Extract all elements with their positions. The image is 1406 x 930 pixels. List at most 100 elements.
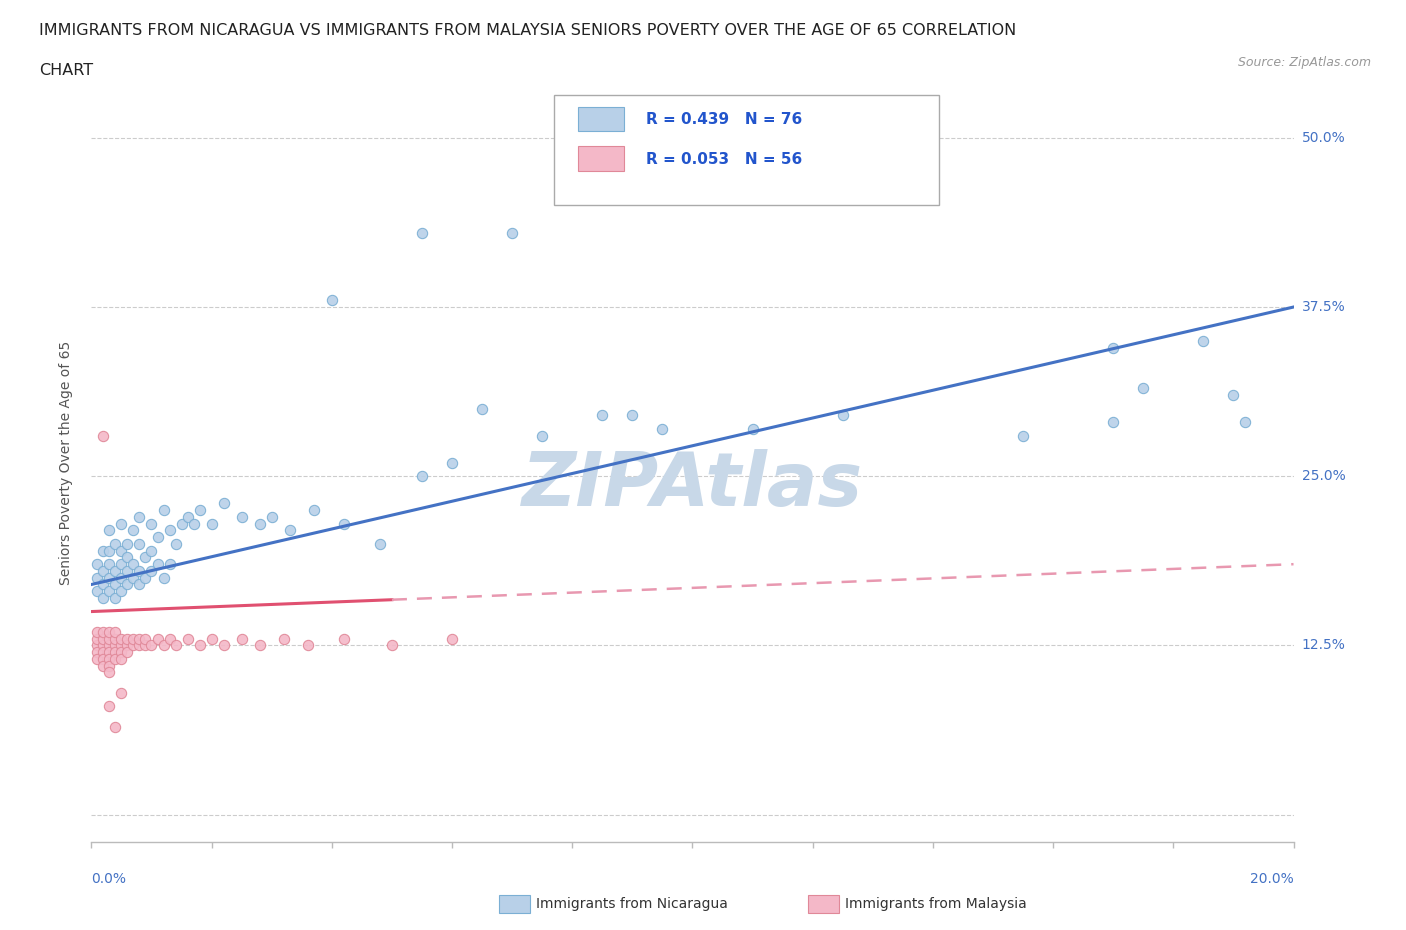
Point (128, 537, 150, 551)
Point (368, 537, 391, 551)
Text: R = 0.053   N = 56: R = 0.053 N = 56 (645, 152, 801, 166)
FancyBboxPatch shape (578, 146, 624, 171)
Point (122, 631, 145, 646)
Point (651, 421, 673, 436)
Point (86, 570, 108, 585)
Point (141, 564, 163, 578)
FancyBboxPatch shape (554, 95, 939, 205)
Point (212, 638, 235, 653)
Point (117, 550, 139, 565)
Point (128, 564, 150, 578)
Point (98, 638, 121, 653)
Point (134, 570, 156, 585)
Point (104, 537, 127, 551)
Y-axis label: Seniors Poverty Over the Age of 65: Seniors Poverty Over the Age of 65 (59, 340, 73, 585)
Point (122, 523, 145, 538)
Point (146, 557, 169, 572)
Point (104, 638, 127, 653)
Text: Immigrants from Nicaragua: Immigrants from Nicaragua (536, 897, 727, 911)
Point (591, 408, 613, 423)
Point (165, 537, 187, 551)
Text: 50.0%: 50.0% (1302, 131, 1346, 145)
Point (86, 557, 108, 572)
Point (333, 631, 356, 646)
Point (146, 530, 169, 545)
Point (134, 638, 156, 653)
Text: 12.5%: 12.5% (1302, 638, 1346, 653)
Point (110, 652, 132, 667)
Point (249, 638, 271, 653)
Point (1132, 380, 1154, 395)
Text: 37.5%: 37.5% (1302, 300, 1346, 314)
Point (122, 570, 145, 585)
Point (98, 557, 121, 572)
Point (98, 644, 121, 659)
Point (117, 644, 139, 659)
Point (165, 638, 187, 653)
Point (411, 225, 433, 240)
Point (93, 652, 115, 667)
Point (141, 543, 163, 558)
Text: R = 0.439   N = 76: R = 0.439 N = 76 (645, 113, 801, 127)
Point (117, 564, 139, 578)
Text: CHART: CHART (39, 63, 93, 78)
Point (176, 510, 198, 525)
FancyBboxPatch shape (808, 895, 839, 913)
Text: 20.0%: 20.0% (1250, 872, 1294, 886)
Point (231, 631, 253, 646)
Point (440, 456, 463, 471)
Point (104, 719, 127, 734)
Point (86, 638, 108, 653)
Point (98, 624, 121, 639)
Point (110, 570, 132, 585)
Point (440, 631, 463, 646)
Point (110, 543, 132, 558)
Point (110, 644, 132, 659)
Point (152, 570, 174, 585)
Point (117, 577, 139, 591)
Point (321, 293, 343, 308)
Point (93, 428, 115, 443)
Point (411, 469, 433, 484)
Point (260, 510, 283, 525)
Point (128, 577, 150, 591)
Point (152, 502, 174, 517)
Point (104, 644, 127, 659)
Point (86, 644, 108, 659)
Point (152, 638, 174, 653)
FancyBboxPatch shape (578, 107, 624, 131)
Point (117, 537, 139, 551)
Point (201, 631, 224, 646)
Point (201, 516, 224, 531)
Point (1222, 388, 1244, 403)
Point (128, 638, 150, 653)
Point (128, 510, 150, 525)
Point (741, 421, 763, 436)
Point (98, 631, 121, 646)
Point (86, 624, 108, 639)
Point (117, 631, 139, 646)
Point (104, 577, 127, 591)
Point (159, 631, 181, 646)
Point (93, 624, 115, 639)
Point (93, 564, 115, 578)
Point (98, 570, 121, 585)
Point (333, 516, 356, 531)
Point (98, 584, 121, 599)
Point (86, 631, 108, 646)
Point (159, 523, 181, 538)
Point (110, 685, 132, 700)
Point (98, 523, 121, 538)
Point (104, 591, 127, 605)
Point (110, 631, 132, 646)
Text: IMMIGRANTS FROM NICARAGUA VS IMMIGRANTS FROM MALAYSIA SENIORS POVERTY OVER THE A: IMMIGRANTS FROM NICARAGUA VS IMMIGRANTS … (39, 23, 1017, 38)
Point (1102, 415, 1125, 430)
Point (134, 631, 156, 646)
Point (141, 638, 163, 653)
Point (212, 496, 235, 511)
Point (110, 557, 132, 572)
Point (98, 658, 121, 673)
Point (93, 644, 115, 659)
Point (531, 428, 554, 443)
Point (122, 638, 145, 653)
